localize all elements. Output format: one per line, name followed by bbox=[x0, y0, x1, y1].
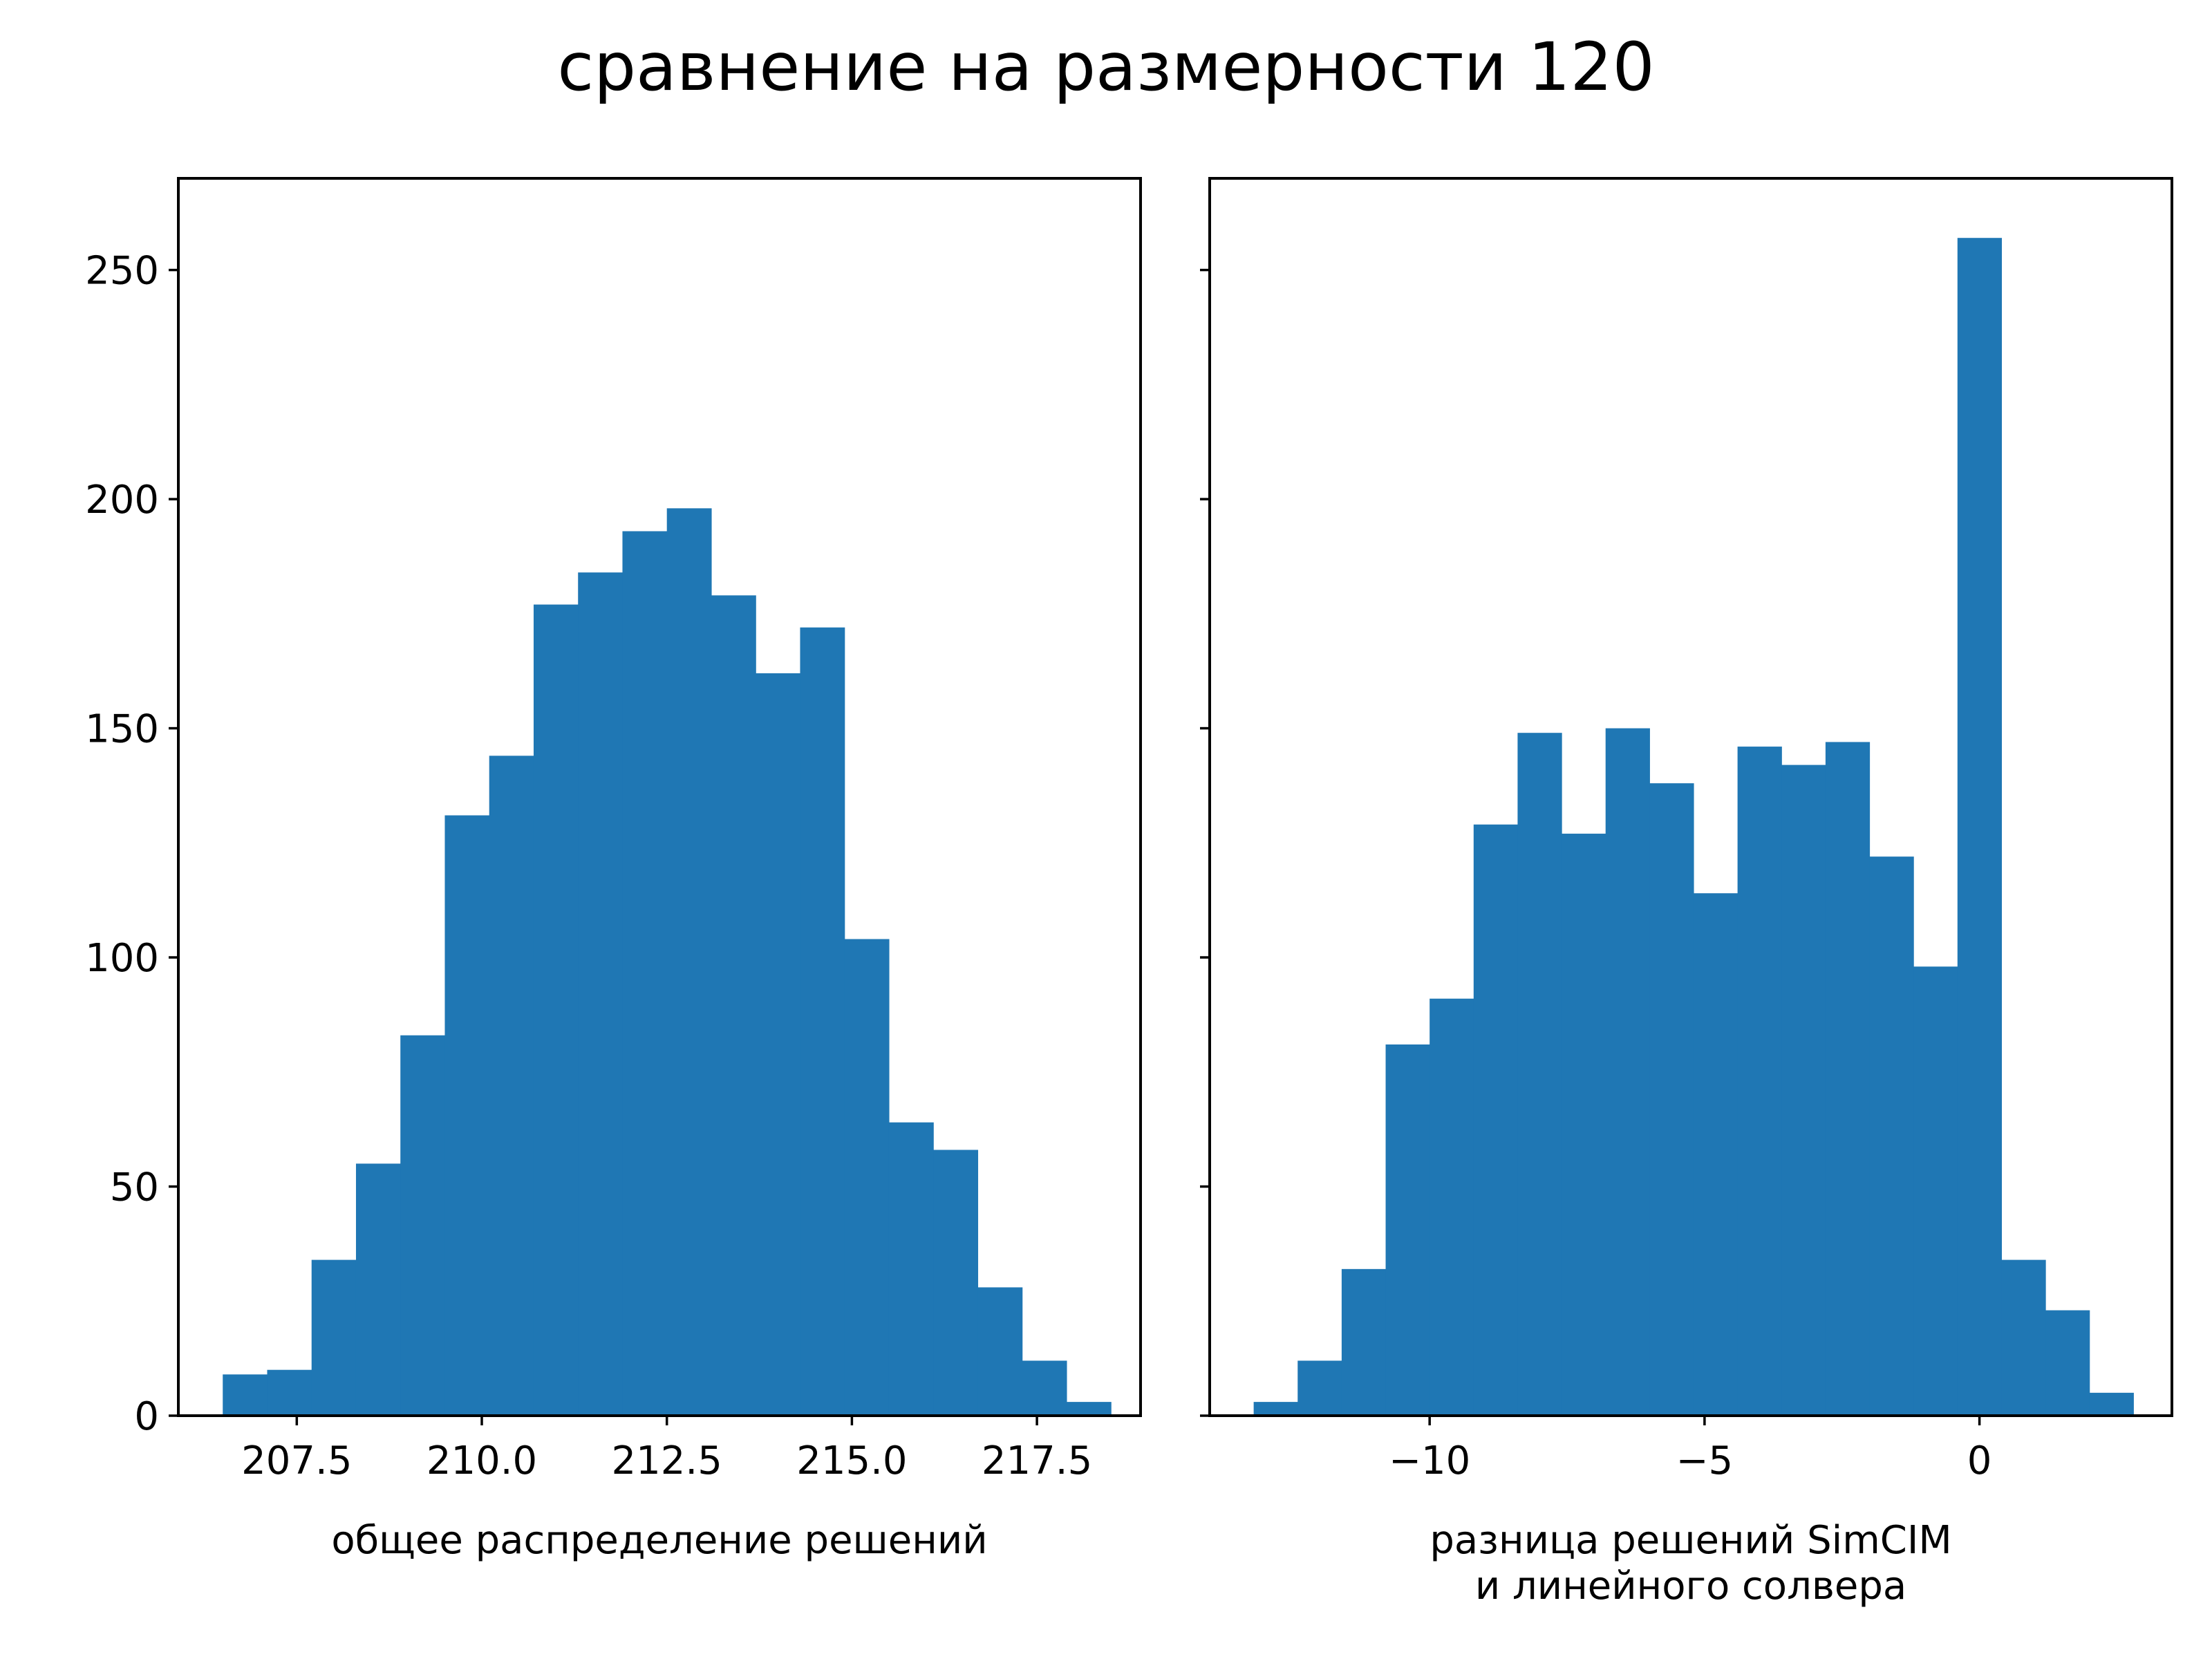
right-axes-frame bbox=[1208, 177, 2173, 1417]
left-x-axis-label: общее распределение решений bbox=[331, 1518, 987, 1563]
left-bar-4 bbox=[400, 1035, 446, 1416]
right-bar-10 bbox=[1693, 893, 1738, 1416]
right-bar-18 bbox=[2045, 1310, 2090, 1416]
histogram-right: −10 −5 0 разница решений SimCIM и линейного… bbox=[1200, 177, 2173, 1609]
right-bar-9 bbox=[1649, 783, 1694, 1416]
left-bar-8 bbox=[578, 572, 624, 1416]
right-bar-5 bbox=[1473, 824, 1519, 1416]
left-bar-1 bbox=[267, 1369, 312, 1416]
right-bars bbox=[1253, 238, 2134, 1416]
left-bar-17 bbox=[977, 1287, 1023, 1416]
left-y-tick-label-0: 0 bbox=[134, 1394, 159, 1439]
left-y-tick-label-3: 150 bbox=[85, 707, 159, 752]
left-x-ticks: 207.5 210.0 212.5 215.0 217.5 bbox=[241, 1416, 1092, 1483]
right-x-axis-label: разница решений SimCIM и линейного солвер… bbox=[1430, 1518, 1951, 1609]
left-bar-15 bbox=[888, 1122, 934, 1416]
left-x-tick-label-4: 217.5 bbox=[982, 1438, 1092, 1483]
right-bar-1 bbox=[1297, 1360, 1342, 1416]
right-bar-2 bbox=[1341, 1268, 1387, 1416]
right-bar-11 bbox=[1737, 747, 1782, 1416]
right-bar-6 bbox=[1517, 733, 1562, 1416]
left-x-axis-label-line-0: общее распределение решений bbox=[331, 1518, 987, 1563]
left-x-tick-label-0: 207.5 bbox=[241, 1438, 352, 1483]
right-bar-4 bbox=[1430, 998, 1474, 1416]
left-bars bbox=[223, 508, 1112, 1416]
right-bar-14 bbox=[1869, 856, 1914, 1416]
right-bar-12 bbox=[1781, 765, 1826, 1416]
right-x-tick-label-1: −5 bbox=[1676, 1438, 1734, 1483]
right-x-tick-label-0: −10 bbox=[1389, 1438, 1470, 1483]
left-y-ticks: 0 50 100 150 200 250 bbox=[85, 249, 178, 1439]
left-bar-11 bbox=[711, 595, 756, 1416]
left-bar-9 bbox=[622, 531, 668, 1416]
left-y-tick-label-2: 100 bbox=[85, 936, 159, 981]
left-axes-frame bbox=[177, 177, 1142, 1417]
left-y-tick-label-5: 250 bbox=[85, 249, 159, 294]
right-x-axis-label-line-0: разница решений SimCIM bbox=[1430, 1518, 1951, 1563]
left-bar-3 bbox=[355, 1163, 401, 1416]
left-bar-0 bbox=[223, 1374, 268, 1416]
left-x-tick-label-3: 215.0 bbox=[796, 1438, 907, 1483]
left-bar-16 bbox=[933, 1150, 979, 1416]
right-bar-3 bbox=[1385, 1044, 1430, 1416]
left-bar-12 bbox=[756, 673, 801, 1416]
right-bar-15 bbox=[1913, 966, 1958, 1416]
right-x-ticks: −10 −5 0 bbox=[1389, 1416, 1991, 1483]
left-bar-13 bbox=[800, 627, 845, 1416]
left-bar-5 bbox=[444, 815, 490, 1416]
right-bar-16 bbox=[1957, 238, 2003, 1416]
left-bar-6 bbox=[489, 756, 534, 1416]
right-x-tick-label-2: 0 bbox=[1967, 1438, 1992, 1483]
right-y-ticks bbox=[1200, 268, 1210, 1417]
right-bar-8 bbox=[1605, 728, 1650, 1416]
left-bar-10 bbox=[666, 508, 712, 1416]
right-bar-17 bbox=[2001, 1259, 2046, 1416]
right-x-axis-label-line-1: и линейного солвера bbox=[1475, 1564, 1906, 1609]
right-bar-19 bbox=[2089, 1392, 2134, 1416]
left-y-tick-label-1: 50 bbox=[110, 1165, 159, 1210]
right-bar-0 bbox=[1253, 1402, 1298, 1416]
left-bar-7 bbox=[533, 604, 579, 1416]
left-bar-18 bbox=[1022, 1360, 1067, 1416]
right-bar-13 bbox=[1825, 742, 1871, 1416]
left-x-tick-label-1: 210.0 bbox=[427, 1438, 537, 1483]
left-bar-2 bbox=[311, 1259, 357, 1416]
left-bar-19 bbox=[1066, 1402, 1112, 1416]
left-y-tick-label-4: 200 bbox=[85, 478, 159, 523]
left-x-tick-label-2: 212.5 bbox=[612, 1438, 722, 1483]
left-bar-14 bbox=[844, 939, 890, 1416]
right-bar-7 bbox=[1562, 834, 1606, 1416]
figure-title: сравнение на размерности 120 bbox=[557, 28, 1654, 106]
histogram-left: 207.5 210.0 212.5 215.0 217.5 0 50 100 150 200 25… bbox=[85, 177, 1142, 1563]
